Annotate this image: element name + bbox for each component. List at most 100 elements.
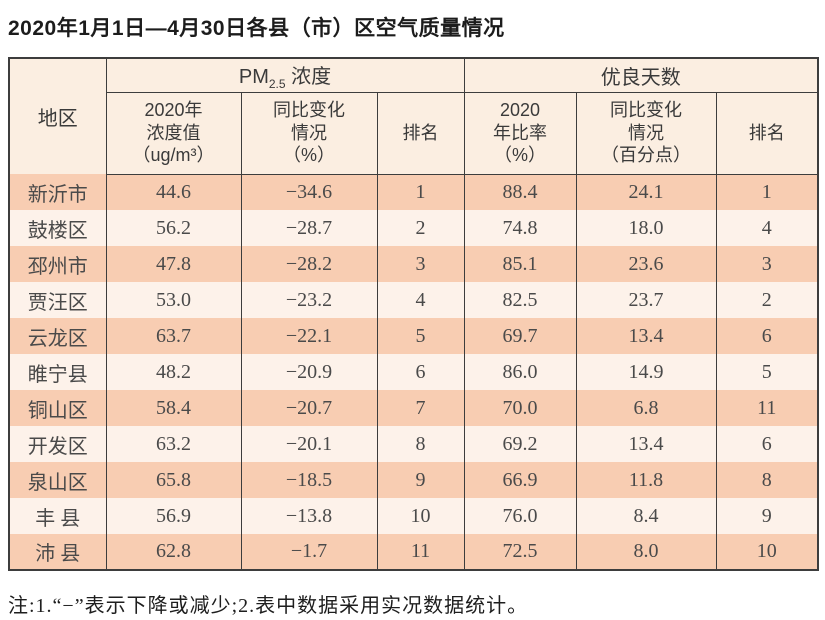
table-row: 泉山区 65.8 −18.5 9 66.9 11.8 8 (8, 462, 819, 498)
table-row: 邳州市 47.8 −28.2 3 85.1 23.6 3 (8, 246, 819, 282)
good-change-cell: 18.0 (575, 210, 717, 246)
region-cell: 鼓楼区 (8, 210, 107, 246)
good-change-cell: 24.1 (575, 174, 717, 210)
region-cell: 泉山区 (8, 462, 107, 498)
pm-rank-cell: 6 (376, 354, 465, 390)
pm-rank-cell: 4 (376, 282, 465, 318)
good-rank-cell: 4 (715, 210, 819, 246)
region-cell: 铜山区 (8, 390, 107, 426)
table-header: 地区 PM2.5 浓度 优良天数 2020年 浓度值 （ug/m³） 同比变化 … (8, 58, 819, 175)
good-rate-cell: 76.0 (463, 498, 577, 534)
pm-value-cell: 53.0 (105, 282, 242, 318)
region-cell: 丰 县 (8, 498, 107, 534)
pm-rank-cell: 1 (376, 174, 465, 210)
region-cell: 新沂市 (8, 174, 107, 210)
column-group-good-days: 优良天数 (463, 58, 819, 93)
pm-change-cell: −20.9 (240, 354, 378, 390)
pm-value-cell: 48.2 (105, 354, 242, 390)
pm-value-cell: 47.8 (105, 246, 242, 282)
good-change-cell: 14.9 (575, 354, 717, 390)
pm-rank-cell: 8 (376, 426, 465, 462)
table-body: 新沂市 44.6 −34.6 1 88.4 24.1 1 鼓楼区 56.2 −28.7 2 74.8 1… (8, 174, 819, 570)
pm-value-cell: 58.4 (105, 390, 242, 426)
pm-rank-cell: 2 (376, 210, 465, 246)
table-row: 新沂市 44.6 −34.6 1 88.4 24.1 1 (8, 174, 819, 210)
pm-change-cell: −34.6 (240, 174, 378, 210)
good-rate-cell: 66.9 (463, 462, 577, 498)
table-row: 云龙区 63.7 −22.1 5 69.7 13.4 6 (8, 318, 819, 354)
pm-value-cell: 62.8 (105, 534, 242, 570)
pm-rank-cell: 11 (376, 534, 465, 570)
column-header-pm-value: 2020年 浓度值 （ug/m³） (105, 92, 242, 175)
good-rank-cell: 2 (715, 282, 819, 318)
good-rate-cell: 69.2 (463, 426, 577, 462)
table-row: 丰 县 56.9 −13.8 10 76.0 8.4 9 (8, 498, 819, 534)
table-row: 睢宁县 48.2 −20.9 6 86.0 14.9 5 (8, 354, 819, 390)
pm-change-cell: −13.8 (240, 498, 378, 534)
pm-value-cell: 56.9 (105, 498, 242, 534)
pm-value-cell: 63.2 (105, 426, 242, 462)
region-cell: 睢宁县 (8, 354, 107, 390)
good-rank-cell: 1 (715, 174, 819, 210)
pm-value-cell: 63.7 (105, 318, 242, 354)
air-quality-table: 地区 PM2.5 浓度 优良天数 2020年 浓度值 （ug/m³） 同比变化 … (8, 57, 820, 571)
pm-rank-cell: 7 (376, 390, 465, 426)
column-header-pm-rank: 排名 (376, 92, 465, 175)
good-rate-cell: 74.8 (463, 210, 577, 246)
column-header-pm-change: 同比变化 情况 （%） (240, 92, 378, 175)
good-change-cell: 13.4 (575, 318, 717, 354)
good-change-cell: 23.7 (575, 282, 717, 318)
good-rate-cell: 82.5 (463, 282, 577, 318)
table-row: 鼓楼区 56.2 −28.7 2 74.8 18.0 4 (8, 210, 819, 246)
good-rate-cell: 85.1 (463, 246, 577, 282)
pm-rank-cell: 5 (376, 318, 465, 354)
region-cell: 开发区 (8, 426, 107, 462)
pm-change-cell: −1.7 (240, 534, 378, 570)
region-cell: 云龙区 (8, 318, 107, 354)
good-rate-cell: 70.0 (463, 390, 577, 426)
page-title: 2020年1月1日—4月30日各县（市）区空气质量情况 (8, 17, 505, 40)
good-change-cell: 6.8 (575, 390, 717, 426)
pm-change-cell: −23.2 (240, 282, 378, 318)
good-rate-cell: 86.0 (463, 354, 577, 390)
good-change-cell: 8.4 (575, 498, 717, 534)
pm-value-cell: 44.6 (105, 174, 242, 210)
region-cell: 沛 县 (8, 534, 107, 570)
header-group-row: 地区 PM2.5 浓度 优良天数 (8, 58, 819, 174)
good-rank-cell: 10 (715, 534, 819, 570)
good-rate-cell: 69.7 (463, 318, 577, 354)
good-rank-cell: 3 (715, 246, 819, 282)
pm-rank-cell: 3 (376, 246, 465, 282)
pm25-label-subscript: 2.5 (268, 76, 286, 91)
good-rank-cell: 9 (715, 498, 819, 534)
good-rank-cell: 6 (715, 426, 819, 462)
pm-value-cell: 65.8 (105, 462, 242, 498)
good-rank-cell: 5 (715, 354, 819, 390)
pm-change-cell: −20.7 (240, 390, 378, 426)
footnote: 注:1.“−”表示下降或减少;2.表中数据采用实况数据统计。 (8, 595, 529, 617)
region-cell: 贾汪区 (8, 282, 107, 318)
column-header-good-rank: 排名 (715, 92, 819, 175)
pm-change-cell: −22.1 (240, 318, 378, 354)
good-rank-cell: 8 (715, 462, 819, 498)
pm25-label-prefix: PM (238, 65, 269, 88)
header-sub-row: 2020年 浓度值 （ug/m³） 同比变化 情况 （%） 排名 2020 年比… (9, 92, 819, 175)
good-rank-cell: 6 (715, 318, 819, 354)
pm-rank-cell: 10 (376, 498, 465, 534)
pm-rank-cell: 9 (376, 462, 465, 498)
pm-change-cell: −18.5 (240, 462, 378, 498)
good-rate-cell: 88.4 (463, 174, 577, 210)
good-change-cell: 13.4 (575, 426, 717, 462)
column-header-good-rate: 2020 年比率 （%） (463, 92, 577, 175)
pm-change-cell: −28.7 (240, 210, 378, 246)
table-row: 贾汪区 53.0 −23.2 4 82.5 23.7 2 (8, 282, 819, 318)
table-row: 开发区 63.2 −20.1 8 69.2 13.4 6 (8, 426, 819, 462)
region-cell: 邳州市 (8, 246, 107, 282)
good-change-cell: 11.8 (575, 462, 717, 498)
column-header-good-change: 同比变化 情况 （百分点） (575, 92, 717, 175)
column-group-pm25: PM2.5 浓度 (105, 58, 465, 93)
table-row: 铜山区 58.4 −20.7 7 70.0 6.8 11 (8, 390, 819, 426)
good-change-cell: 23.6 (575, 246, 717, 282)
good-change-cell: 8.0 (575, 534, 717, 570)
